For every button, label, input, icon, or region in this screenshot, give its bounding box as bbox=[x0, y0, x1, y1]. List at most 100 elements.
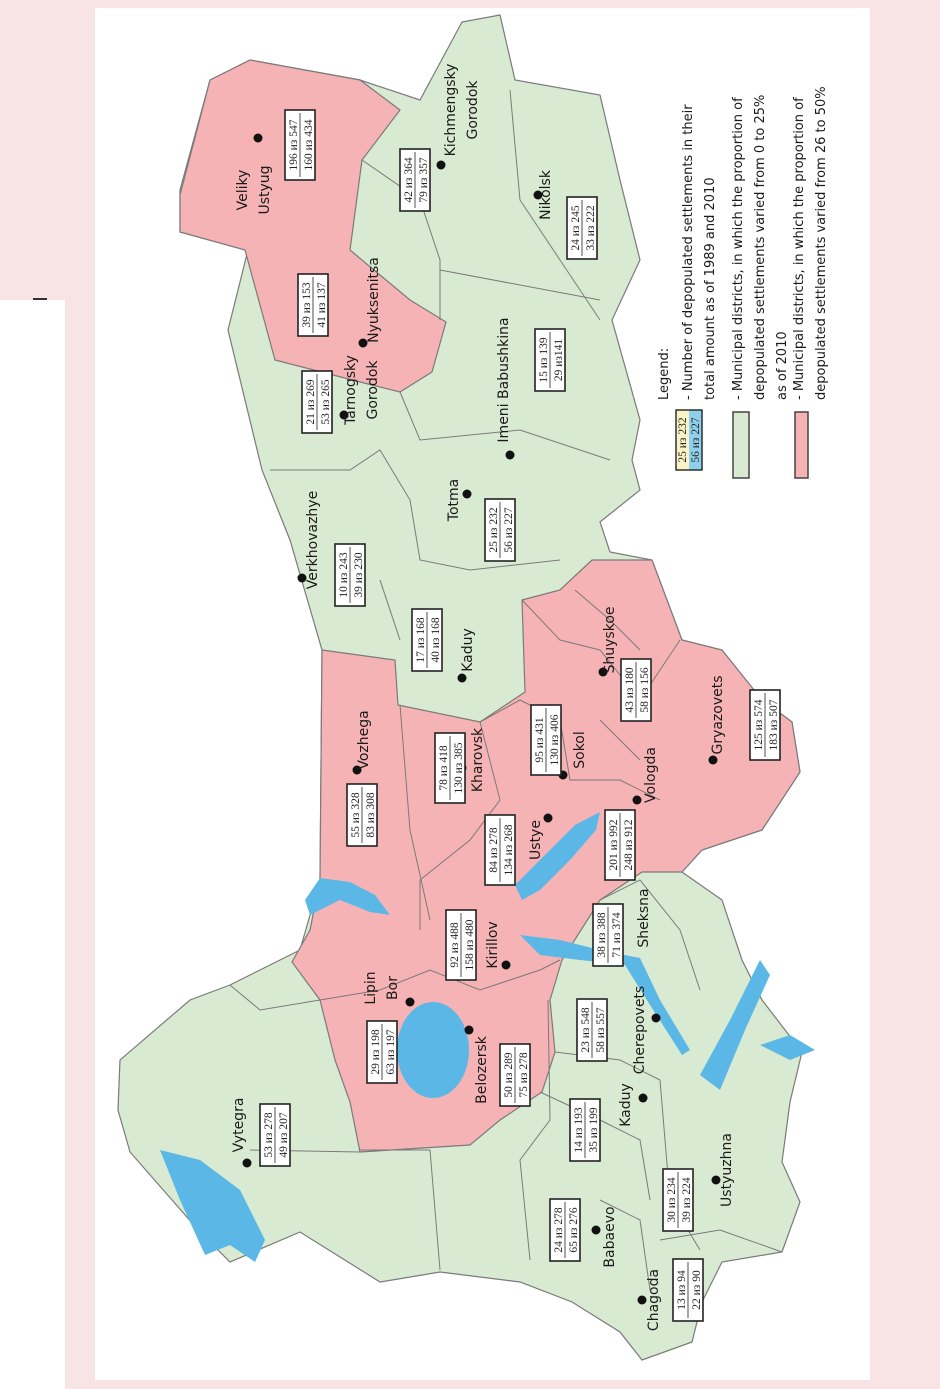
district-name: Imeni Babushkina bbox=[496, 317, 512, 442]
settlement-dot-icon bbox=[543, 813, 553, 823]
district-name-line: Chagoda bbox=[646, 1269, 662, 1331]
settlement-count-box: 42 из 364 79 из 357 bbox=[399, 148, 431, 212]
district-name: Veliky Ustyug bbox=[235, 165, 273, 214]
settlement-dot-icon bbox=[505, 450, 515, 460]
settlement-dot-icon bbox=[598, 667, 608, 677]
settlement-dot-icon bbox=[464, 1025, 474, 1035]
settlement-count-box: 196 из 547 160 из 434 bbox=[284, 109, 316, 181]
count-1989: 201 из 992 bbox=[608, 819, 620, 870]
settlement-count-box: 15 из 139 29 из141 bbox=[534, 328, 566, 392]
district-name: Chagoda bbox=[646, 1269, 662, 1331]
settlement-count-box: 95 из 431 130 из 406 bbox=[530, 704, 562, 776]
district-boundary bbox=[599, 1199, 651, 1291]
district-name-line: Sheksna bbox=[636, 888, 652, 947]
count-2010: 71 из 374 bbox=[611, 912, 623, 957]
settlement-count-box: 14 из 193 35 из 199 bbox=[569, 1098, 601, 1162]
district-name-line: Veliky bbox=[235, 170, 251, 211]
district-name-line: Nikolsk bbox=[538, 169, 554, 220]
district-boundary bbox=[659, 1229, 783, 1253]
district-name-line: Gorodok bbox=[465, 80, 481, 140]
settlement-count-box: 43 из 180 58 из 156 bbox=[620, 658, 652, 722]
settlement-count-box: 38 из 388 71 из 374 bbox=[592, 903, 624, 967]
district-name-line: Nyuksenitsa bbox=[366, 257, 382, 343]
settlement-count-box: 24 из 278 65 из 276 bbox=[549, 1198, 581, 1262]
district-label: Gryazovets 125 из 574 183 из 507 bbox=[708, 675, 781, 765]
district-name: Sokol bbox=[572, 731, 588, 769]
settlement-dot-icon bbox=[253, 133, 263, 143]
district-name: Belozersk bbox=[474, 1035, 490, 1104]
count-2010: 35 из 199 bbox=[588, 1107, 600, 1152]
district-label: Ustye 84 из 278 134 из 268 bbox=[484, 813, 553, 886]
district-label: Vologda 201 из 992 248 из 912 bbox=[604, 747, 659, 881]
lake-onega bbox=[160, 1150, 265, 1262]
count-1989: 78 из 418 bbox=[438, 745, 450, 790]
legend-counts-text-2: total amount as of 1989 and 2010 bbox=[703, 177, 718, 400]
district-name: Kirillov bbox=[485, 921, 501, 968]
sample-frame bbox=[675, 409, 703, 471]
settlement-dot-icon bbox=[405, 997, 415, 1007]
settlement-dot-icon bbox=[462, 489, 472, 499]
district-name-line: Lipin bbox=[363, 971, 379, 1004]
district-boundary bbox=[599, 879, 701, 991]
count-1989: 24 из 278 bbox=[553, 1207, 565, 1252]
district-label: Verkhovazhye 10 из 243 39 из 230 bbox=[297, 491, 366, 607]
rybinsk-reservoir-south bbox=[760, 1035, 815, 1060]
count-1989: 23 из 548 bbox=[580, 1007, 592, 1052]
district-name: Nikolsk bbox=[538, 169, 554, 220]
legend-counts-text: - Number of depopulated settlements in t… bbox=[681, 104, 696, 400]
margin-mark bbox=[33, 298, 47, 300]
count-1989: 25 из 232 bbox=[488, 507, 500, 552]
count-2010: 39 из 230 bbox=[353, 552, 365, 597]
count-2010: 65 из 276 bbox=[568, 1207, 580, 1252]
district-boundary bbox=[360, 1149, 441, 1271]
legend-swatch-low bbox=[732, 411, 750, 479]
settlement-dot-icon bbox=[533, 190, 543, 200]
count-1989: 29 из 198 bbox=[370, 1029, 382, 1074]
count-2010: 75 из 278 bbox=[518, 1052, 530, 1097]
count-2010: 49 из 207 bbox=[278, 1112, 290, 1157]
district-boundary bbox=[399, 704, 431, 921]
district-label: Veliky Ustyug 196 из 547 160 из 434 bbox=[235, 109, 316, 215]
district-label: Kaduy 14 из 193 35 из 199 bbox=[569, 1083, 648, 1162]
district-name-line: Ustyug bbox=[257, 165, 273, 214]
count-1989: 30 из 234 bbox=[666, 1177, 678, 1222]
district-boundary bbox=[399, 391, 611, 461]
settlement-dot-icon bbox=[436, 160, 446, 170]
settlement-count-box: 84 из 278 134 из 268 bbox=[484, 814, 516, 886]
district-name-line: Imeni Babushkina bbox=[496, 317, 512, 442]
count-1989: 53 из 278 bbox=[263, 1112, 275, 1157]
district-name-line: Vologda bbox=[643, 747, 659, 803]
settlement-count-box: 78 из 418 130 из 385 bbox=[434, 732, 466, 804]
district-label: Belozersk 50 из 289 75 из 278 bbox=[464, 1025, 531, 1107]
district-name: Vytegra bbox=[231, 1098, 247, 1153]
legend-high-text: depopulated settlements varied from 26 t… bbox=[814, 86, 829, 400]
district-name: Tarnogsky Gorodok bbox=[343, 355, 381, 426]
district-name-line: Vytegra bbox=[231, 1098, 247, 1153]
settlement-dot-icon bbox=[297, 573, 307, 583]
settlement-dot-icon bbox=[591, 1225, 601, 1235]
district-name-line: Tarnogsky bbox=[343, 355, 359, 426]
settlement-count-box: 50 из 289 75 из 278 bbox=[499, 1043, 531, 1107]
settlement-dot-icon bbox=[242, 1158, 252, 1168]
count-1989: 39 из 153 bbox=[301, 282, 313, 327]
district-name-line: Kaduy bbox=[618, 1083, 634, 1127]
settlement-dot-icon bbox=[457, 673, 467, 683]
district-name: Shuyskoe bbox=[602, 607, 618, 674]
settlement-count-box: 21 из 269 53 из 265 bbox=[301, 370, 333, 434]
settlement-count-box: 55 из 328 83 из 308 bbox=[346, 783, 378, 847]
legend-counts-prefix: total amount as of bbox=[703, 276, 718, 400]
count-2010: 33 из 222 bbox=[585, 205, 597, 250]
count-2010: 248 из 912 bbox=[623, 819, 635, 870]
legend-swatch-high bbox=[794, 411, 809, 479]
settlement-count-box: 25 из 232 56 из 227 bbox=[484, 498, 516, 562]
district-label: Imeni Babushkina 15 из 139 29 из141 bbox=[496, 317, 566, 460]
legend-low-text: - Municipal districts, in which the prop… bbox=[731, 97, 746, 400]
settlement-dot-icon bbox=[339, 410, 349, 420]
rybinsk-reservoir bbox=[700, 960, 770, 1090]
district-name: Kaduy bbox=[618, 1083, 634, 1127]
district-name: Gryazovets bbox=[710, 675, 726, 754]
district-label: Chagoda 13 из 94 22 из 90 bbox=[637, 1258, 704, 1331]
count-2010: 29 из141 bbox=[553, 339, 565, 382]
